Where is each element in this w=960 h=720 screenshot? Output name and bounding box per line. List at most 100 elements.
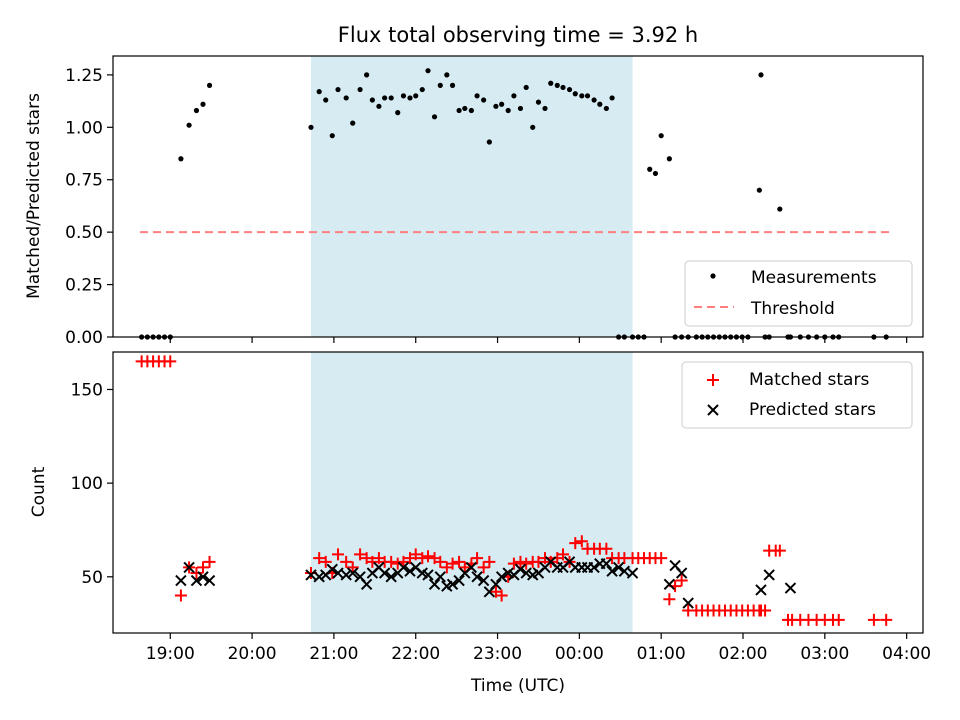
legend-measurements-label: Measurements <box>751 268 877 288</box>
matched-star-point <box>319 555 332 568</box>
measurement-point <box>579 93 585 99</box>
top-title: Flux total observing time = 3.92 h <box>338 23 698 47</box>
measurement-point <box>481 97 487 103</box>
measurement-point <box>523 84 529 91</box>
measurement-point <box>499 101 505 107</box>
matched-star-point <box>514 555 527 568</box>
measurement-point <box>200 101 206 107</box>
bottom-xtick-label: 00:00 <box>555 644 604 664</box>
bottom-xtick-label: 02:00 <box>719 644 768 664</box>
predicted-star-point <box>347 567 359 579</box>
measurement-point <box>542 105 548 112</box>
predicted-star-point <box>784 582 797 594</box>
bottom-ytick-label: 150 <box>71 380 103 400</box>
top-ytick-label: 1.25 <box>65 66 103 86</box>
measurement-point <box>468 107 474 114</box>
matched-star-point <box>458 561 471 574</box>
matched-star-point <box>483 555 496 568</box>
matched-star-point <box>867 613 880 626</box>
measurement-point <box>462 105 468 112</box>
predicted-star-point <box>313 571 325 583</box>
matched-star-point <box>354 548 367 561</box>
measurement-point <box>777 206 783 212</box>
measurement-point <box>419 86 425 93</box>
measurement-point <box>511 93 517 99</box>
top-legend-box <box>684 260 913 327</box>
measurement-point <box>350 120 356 126</box>
bottom-axes-frame <box>112 351 924 634</box>
top-observing-window <box>311 56 633 337</box>
measurement-point <box>369 97 375 103</box>
matched-star-point <box>434 555 447 568</box>
measurement-point <box>308 124 314 130</box>
bottom-xtick-label: 20:00 <box>228 644 277 664</box>
measurement-point <box>323 97 329 103</box>
predicted-star-point <box>465 561 478 574</box>
predicted-star-point <box>340 569 352 581</box>
matched-star-point <box>557 548 569 561</box>
matched-star-point <box>422 550 434 563</box>
measurement-point <box>343 95 349 101</box>
bottom-ticks: 50 100 150 19:00 20:00 21:00 22:00 23:00 00:00 01… <box>71 380 932 664</box>
predicted-star-point <box>514 563 527 576</box>
predicted-star-point <box>446 578 459 591</box>
measurement-point <box>584 93 591 99</box>
predicted-star-point <box>422 569 434 581</box>
bottom-xlabel: Time (UTC) <box>470 676 565 696</box>
matched-star-point <box>332 548 344 561</box>
measurement-point <box>554 82 560 88</box>
predicted-star-point <box>626 567 639 579</box>
predicted-star-point <box>477 574 490 587</box>
bottom-xtick-label: 23:00 <box>473 644 522 664</box>
measurement-point <box>376 103 382 109</box>
measurement-point <box>456 107 462 114</box>
measurement-point <box>193 107 200 114</box>
matched-star-point <box>346 561 359 574</box>
matched-star-point <box>409 548 422 561</box>
top-ticks: 0.00 0.25 0.50 0.75 1.00 1.25 <box>65 66 908 348</box>
matched-star-point <box>313 552 326 565</box>
predicted-star-point <box>663 578 676 591</box>
matched-star-point <box>675 574 688 587</box>
predicted-star-point <box>434 571 446 583</box>
measurement-point <box>758 72 764 78</box>
bottom-legend-box <box>681 361 913 429</box>
matched-star-point <box>495 589 508 602</box>
bottom-xtick-label: 04:00 <box>882 644 931 664</box>
measurement-point <box>591 97 597 103</box>
measurement-point <box>493 103 499 109</box>
measurement-point <box>603 105 609 112</box>
predicted-star-point <box>755 584 767 596</box>
predicted-star-point <box>378 567 391 579</box>
top-ylabel: Matched/Predicted stars <box>24 93 44 299</box>
matched-star-point <box>477 561 490 574</box>
matched-star-point <box>600 542 613 555</box>
measurement-point <box>316 89 322 95</box>
measurement-point <box>425 68 431 74</box>
predicted-star-point <box>675 567 688 579</box>
measurement-point <box>666 156 672 162</box>
matched-star-point <box>164 355 177 368</box>
measurement-point <box>756 187 762 193</box>
measurement-point <box>206 82 213 88</box>
measurement-point <box>535 99 542 105</box>
predicted-star-point <box>397 561 410 574</box>
predicted-star-point <box>495 571 508 583</box>
measurement-point <box>597 101 603 107</box>
legend-threshold-label: Threshold <box>750 299 835 319</box>
bottom-xtick-label: 01:00 <box>637 644 686 664</box>
measurement-point <box>407 95 413 101</box>
measurement-point <box>395 110 401 116</box>
predicted-star-point <box>197 571 209 583</box>
top-panel: 0.00 0.25 0.50 0.75 1.00 1.25 Flux total obse… <box>24 23 924 348</box>
predicted-star-point <box>404 565 416 577</box>
measurement-point <box>647 166 653 172</box>
measurement-point <box>474 93 480 99</box>
legend-measurement-marker <box>710 273 716 279</box>
matched-star-point <box>174 589 187 602</box>
measurement-point <box>517 105 524 112</box>
matched-star-point <box>397 555 410 568</box>
matched-star-point <box>532 555 545 568</box>
top-legend: Measurements Threshold <box>684 260 913 327</box>
measurement-point <box>186 122 192 128</box>
